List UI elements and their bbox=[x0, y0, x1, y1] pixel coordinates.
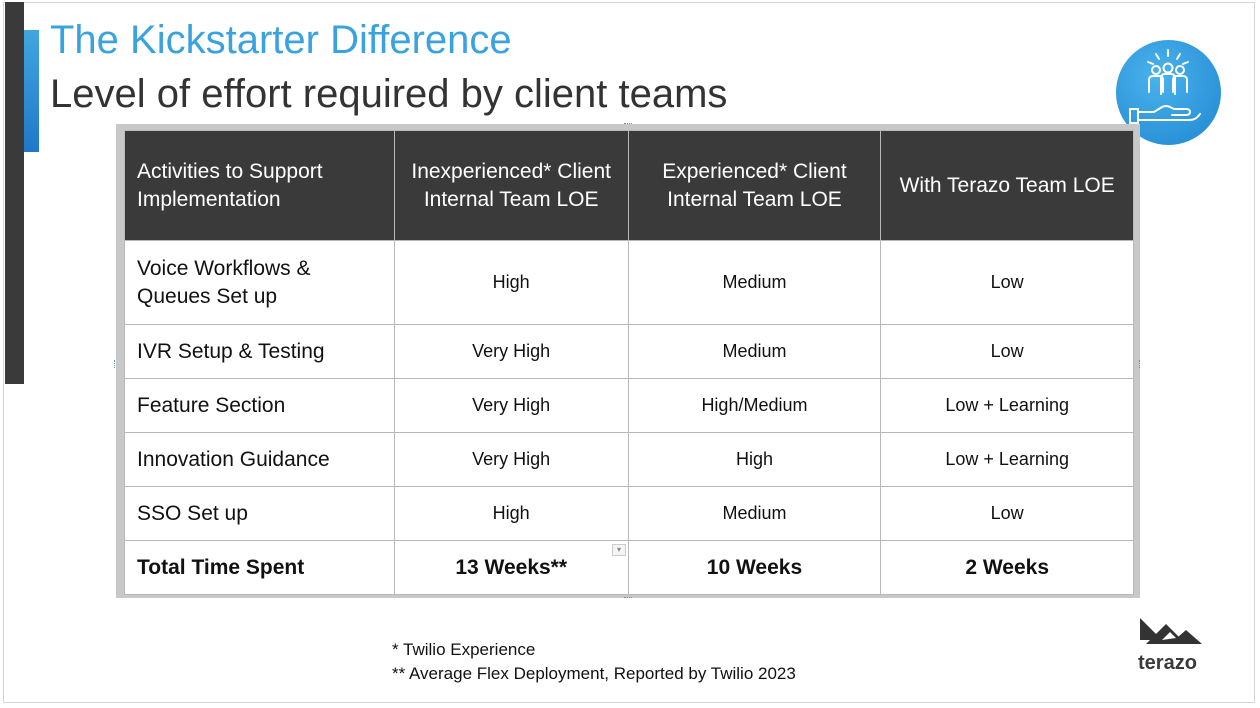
table-row: SSO Set up High Medium Low bbox=[124, 486, 1134, 541]
resize-handle-bottom[interactable] bbox=[624, 597, 632, 601]
activity-cell[interactable]: IVR Setup & Testing bbox=[124, 324, 395, 379]
table-row: Voice Workflows & Queues Set up High Med… bbox=[124, 240, 1134, 325]
table-header-row: Activities to Support Implementation Ine… bbox=[124, 130, 1134, 241]
inexperienced-cell[interactable]: Very High bbox=[393, 324, 629, 379]
terazo-mountain-logo bbox=[1140, 618, 1202, 644]
activity-cell[interactable]: Voice Workflows & Queues Set up bbox=[124, 240, 395, 325]
total-label-cell[interactable]: Total Time Spent bbox=[124, 540, 395, 595]
total-inexperienced-cell[interactable]: 13 Weeks** bbox=[393, 540, 629, 595]
inexperienced-cell[interactable]: High bbox=[393, 240, 629, 325]
table-row: Innovation Guidance Very High High Low +… bbox=[124, 432, 1134, 487]
table-total-row: Total Time Spent 13 Weeks** 10 Weeks 2 W… bbox=[124, 540, 1134, 595]
terazo-cell[interactable]: Low bbox=[880, 324, 1134, 379]
total-experienced-cell[interactable]: 10 Weeks bbox=[627, 540, 882, 595]
experienced-cell[interactable]: Medium bbox=[627, 486, 882, 541]
table-row: IVR Setup & Testing Very High Medium Low bbox=[124, 324, 1134, 379]
experienced-cell[interactable]: High bbox=[627, 432, 882, 487]
blue-accent-bar bbox=[24, 30, 39, 152]
cell-dropdown-icon[interactable]: ▾ bbox=[612, 544, 626, 556]
terazo-cell[interactable]: Low + Learning bbox=[880, 432, 1134, 487]
footnote-1[interactable]: * Twilio Experience bbox=[392, 640, 536, 659]
loe-comparison-table: Activities to Support Implementation Ine… bbox=[116, 124, 1140, 598]
activity-cell[interactable]: SSO Set up bbox=[124, 486, 395, 541]
table-row: Feature Section Very High High/Medium Lo… bbox=[124, 378, 1134, 433]
experienced-cell[interactable]: High/Medium bbox=[627, 378, 882, 433]
inexperienced-cell[interactable]: High bbox=[393, 486, 629, 541]
activity-cell[interactable]: Innovation Guidance bbox=[124, 432, 395, 487]
header-activities[interactable]: Activities to Support Implementation bbox=[124, 130, 395, 241]
inexperienced-cell[interactable]: Very High bbox=[393, 432, 629, 487]
slide-title[interactable]: The Kickstarter Difference bbox=[50, 18, 512, 62]
header-inexperienced[interactable]: Inexperienced* Client Internal Team LOE bbox=[393, 130, 629, 241]
header-experienced[interactable]: Experienced* Client Internal Team LOE bbox=[627, 130, 882, 241]
experienced-cell[interactable]: Medium bbox=[627, 324, 882, 379]
header-terazo[interactable]: With Terazo Team LOE bbox=[880, 130, 1134, 241]
footnote-2[interactable]: ** Average Flex Deployment, Reported by … bbox=[392, 664, 796, 683]
slide-subtitle[interactable]: Level of effort required by client teams bbox=[50, 72, 728, 116]
dark-accent-bar bbox=[5, 2, 24, 384]
activity-cell[interactable]: Feature Section bbox=[124, 378, 395, 433]
resize-handle-left[interactable] bbox=[114, 360, 118, 368]
resize-handle-right[interactable] bbox=[1139, 360, 1143, 368]
terazo-logo-text: terazo bbox=[1138, 652, 1197, 674]
experienced-cell[interactable]: Medium bbox=[627, 240, 882, 325]
inexperienced-cell[interactable]: Very High bbox=[393, 378, 629, 433]
resize-handle-top[interactable] bbox=[624, 123, 632, 127]
terazo-cell[interactable]: Low + Learning bbox=[880, 378, 1134, 433]
terazo-cell[interactable]: Low bbox=[880, 486, 1134, 541]
footnotes: * Twilio Experience ** Average Flex Depl… bbox=[392, 638, 796, 686]
total-terazo-cell[interactable]: 2 Weeks bbox=[880, 540, 1134, 595]
terazo-cell[interactable]: Low bbox=[880, 240, 1134, 325]
